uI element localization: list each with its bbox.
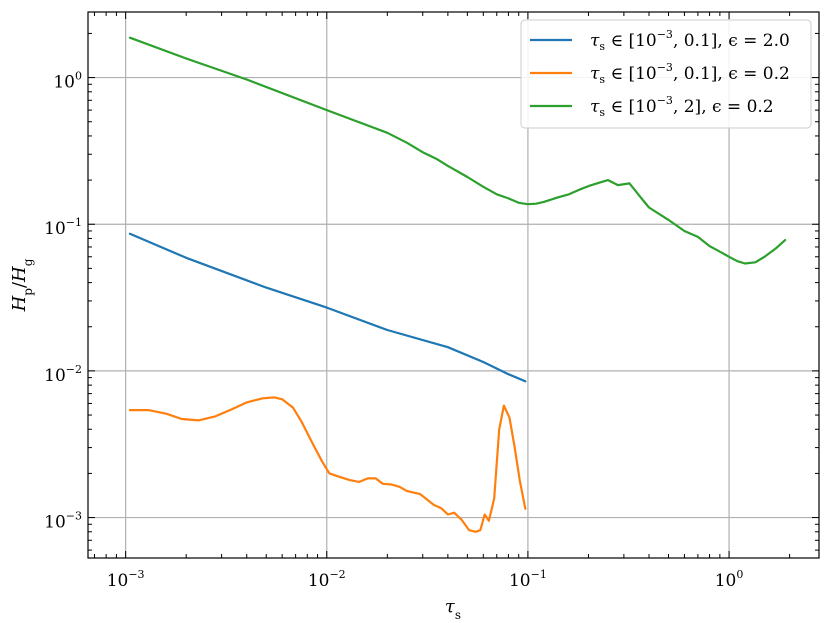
x-tick-label-2: 10−1 (509, 568, 547, 591)
y-tick-label-3: 100 (53, 70, 82, 93)
legend: τs ∈ [10−3, 0.1], ϵ = 2.0 τs ∈ [10−3, 0.1… (520, 19, 812, 129)
x-axis-label: τs (445, 596, 461, 622)
legend-entry-2: τs ∈ [10−3, 2], ϵ = 0.2 (530, 94, 774, 119)
tick-labels: 10−3 10−2 10−1 100 10−3 10−2 10−1 100 (44, 70, 743, 591)
legend-box (520, 19, 812, 129)
axis-ticks (88, 12, 819, 558)
legend-label-1: τs ∈ [10−3, 0.1], ϵ = 0.2 (590, 61, 790, 86)
y-tick-label-2: 10−1 (44, 216, 82, 239)
legend-label-0: τs ∈ [10−3, 0.1], ϵ = 2.0 (590, 28, 790, 53)
x-tick-label-3: 100 (715, 568, 744, 591)
y-tick-label-1: 10−2 (44, 363, 82, 386)
y-tick-label-0: 10−3 (44, 510, 82, 533)
x-tick-label-0: 10−3 (107, 568, 145, 591)
legend-label-2: τs ∈ [10−3, 2], ϵ = 0.2 (590, 94, 774, 119)
plot-series (128, 36, 787, 533)
series-line-2 (128, 36, 787, 265)
series-line-0 (128, 232, 527, 383)
legend-entry-0: τs ∈ [10−3, 0.1], ϵ = 2.0 (530, 28, 790, 53)
y-axis-label: Hp/Hg (9, 258, 35, 312)
plot-frame (87, 11, 820, 559)
x-tick-label-1: 10−2 (308, 568, 346, 591)
series-line-1 (128, 396, 527, 533)
legend-entry-1: τs ∈ [10−3, 0.1], ϵ = 0.2 (530, 61, 790, 86)
